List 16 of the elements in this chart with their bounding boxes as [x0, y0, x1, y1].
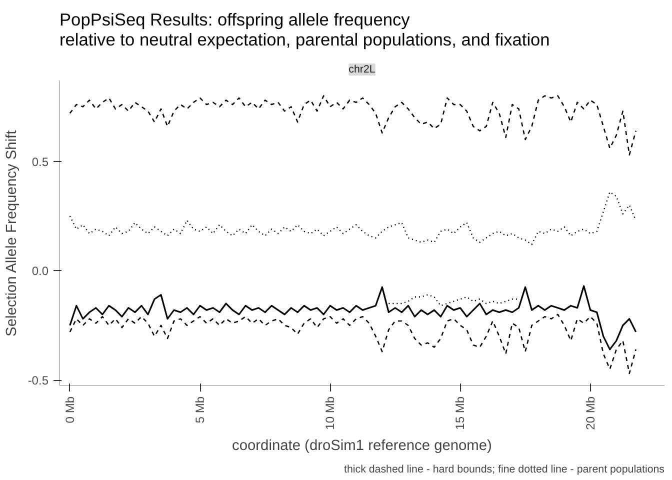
x-tick-label: 5 Mb	[193, 396, 208, 424]
line-series	[388, 294, 520, 306]
y-tick-label: 0.5	[32, 154, 49, 169]
line-series	[69, 95, 637, 156]
y-tick-label: -0.5	[28, 374, 49, 388]
x-tick-label: 0 Mb	[62, 396, 77, 424]
chart-title: PopPsiSeq Results: offspring allele frequency relative to neutral expectation, parental populations, and fixation	[60, 10, 550, 50]
chart-subtitle: chr2L	[348, 64, 376, 76]
y-tick-label: 0.0	[32, 264, 49, 278]
y-axis-title: Selection Allele Frequency Shift	[4, 130, 20, 336]
x-tick-label: 15 Mb	[453, 396, 468, 430]
x-tick-label: 20 Mb	[583, 396, 598, 430]
line-series	[69, 191, 637, 246]
x-tick-label: 10 Mb	[323, 396, 338, 430]
x-axis-title: coordinate (droSim1 reference genome)	[232, 438, 492, 454]
text: thick dashed line - hard bounds; fine dotted line - parent populations	[344, 464, 665, 476]
